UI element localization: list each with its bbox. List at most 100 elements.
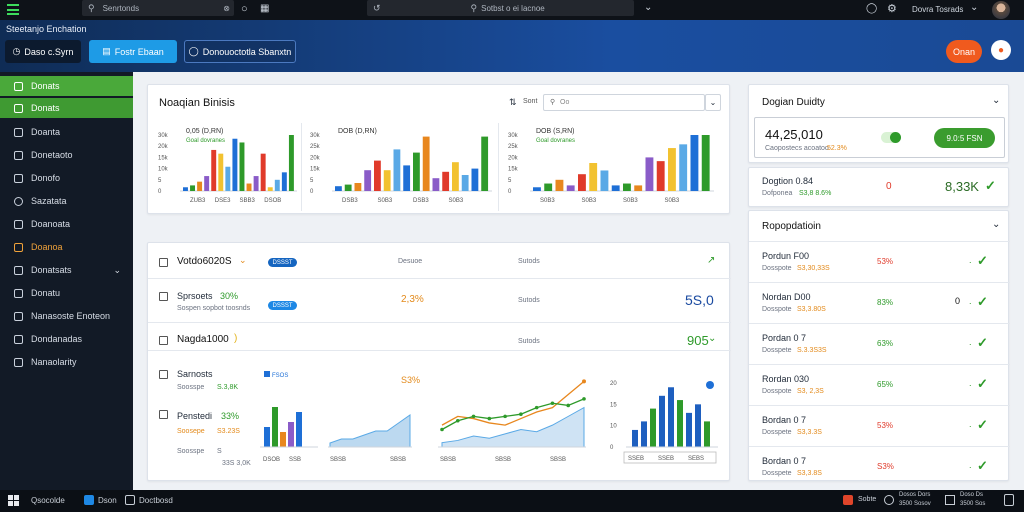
row-checkbox[interactable] (159, 292, 168, 301)
dark-action-button[interactable]: ◷ Daso c.Syrn (5, 40, 81, 63)
sidebar-item-6[interactable]: Sazatata (0, 191, 133, 211)
bell-icon[interactable]: ○ (241, 3, 248, 15)
x-tick-label: ZUB3 (190, 198, 206, 204)
dot-icon: . (969, 419, 972, 429)
sidebar-item-13[interactable]: Nanaolarity (0, 352, 133, 372)
report-row[interactable]: Nordan D00 Dosspote S3,3.80S 83% 0. ✓ (749, 282, 1010, 323)
bar (239, 142, 245, 191)
chevron-down-icon[interactable]: ⌄ (992, 219, 1001, 230)
x-tick-label: SSEB (628, 456, 644, 462)
dot-icon: . (969, 296, 972, 306)
start-label[interactable]: Qsocolde (31, 496, 65, 505)
window-icon[interactable] (125, 495, 135, 505)
chevron-down-icon[interactable]: ⌄ (239, 255, 247, 265)
y-tick-label: 15k (310, 167, 321, 173)
row-checkbox[interactable] (159, 410, 168, 419)
row-checkbox[interactable] (159, 370, 168, 379)
sidebar-item-7[interactable]: Doanoata (0, 214, 133, 234)
bar (344, 184, 352, 191)
sort-label[interactable]: Sont (523, 98, 538, 105)
y-tick-label: 30k (508, 133, 519, 139)
help-icon[interactable]: ◯ (866, 3, 878, 14)
y-tick-label: 10k (158, 167, 169, 173)
orange-action-button[interactable]: Onan (946, 40, 982, 63)
lock-icon[interactable] (1004, 494, 1014, 506)
tray-label[interactable]: Sobte (858, 496, 877, 503)
briefcase-icon (14, 357, 23, 367)
bar (280, 432, 286, 447)
clear-icon[interactable]: ⊗ (223, 3, 230, 13)
sidebar-item-4[interactable]: Donetaoto (0, 145, 133, 165)
report-row[interactable]: Pordun F00 Dosspote S3,30,33S 53%. ✓ (749, 241, 1010, 282)
blue-action-button[interactable]: ▤ Fostr Ebaan (89, 40, 177, 63)
y-tick-label: 0 (310, 189, 314, 195)
row-checkbox[interactable] (159, 258, 168, 267)
report-row-sub: Dosspote (762, 265, 792, 272)
bar (690, 135, 699, 191)
info-icon[interactable] (706, 381, 714, 389)
app-label[interactable]: Doctbosd (139, 496, 173, 505)
bar (232, 138, 238, 191)
sidebar-item-12[interactable]: Dondanadas (0, 329, 133, 349)
center-search[interactable]: ↺ ⚲ Sotbst o ei lacnoe (367, 0, 634, 16)
chevron-down-icon[interactable]: ⌄ (708, 333, 717, 344)
profile-icon[interactable]: ● (991, 40, 1011, 60)
clock-label: Doso Ds (960, 492, 984, 498)
row-checkbox[interactable] (159, 336, 168, 345)
report-row[interactable]: Bordan 0 7 Dosspete S3,3.8S S3%. ✓ (749, 446, 1010, 487)
dropdown-button[interactable]: ⌄ (705, 94, 721, 111)
app-label[interactable]: Dson (98, 496, 117, 505)
x-tick-label: SBSB (390, 457, 406, 463)
filter-input[interactable]: ⚲ Oo (543, 94, 705, 111)
outline-action-button[interactable]: ◯ Donouoctotla Sbanxtn (184, 40, 296, 63)
x-tick-label: DSB3 (342, 198, 358, 204)
bar (281, 172, 287, 191)
search-input[interactable]: Senrtonds (102, 3, 140, 13)
menu-icon[interactable] (7, 4, 19, 15)
sidebar-item-1[interactable]: Donats (0, 76, 133, 96)
chart-legend: DOB (S,RN) (536, 128, 575, 135)
sidebar-item-label: Donetaoto (31, 150, 73, 160)
toggle-switch[interactable] (881, 132, 901, 143)
chevron-down-icon[interactable]: ⌄ (970, 2, 979, 13)
sidebar-item-2[interactable]: Donats (0, 98, 133, 118)
row-sub: Sospen sopbot toosnds (177, 305, 251, 312)
sidebar-item-3[interactable]: Doanta (0, 122, 133, 142)
start-icon[interactable] (8, 495, 19, 506)
volume-icon[interactable] (945, 495, 955, 505)
check-icon: ✓ (977, 335, 988, 350)
sidebar-item-8[interactable]: Doanoa (0, 237, 133, 257)
sidebar-item-9[interactable]: Donatsats ⌄ (0, 260, 133, 280)
sort-icon[interactable]: ⇅ (509, 97, 517, 107)
top-bar: ⚲ Senrtonds ⊗ ○ ▦ ↺ ⚲ Sotbst o ei lacnoe… (0, 0, 1024, 20)
green-action-button[interactable]: 9.0:5 FSN (934, 128, 995, 148)
x-tick-label: SBSB (330, 457, 346, 463)
report-row-name: Rordan 030 (762, 374, 810, 384)
avatar[interactable] (992, 1, 1010, 19)
notification-icon[interactable] (843, 495, 853, 505)
bar (679, 144, 688, 191)
network-icon[interactable] (884, 495, 894, 505)
sidebar-item-5[interactable]: Donofo (0, 168, 133, 188)
center-search-input[interactable]: Sotbst o ei lacnoe (481, 3, 545, 13)
x-tick-label: DSB3 (413, 198, 429, 204)
back-icon[interactable]: ↺ (373, 2, 381, 13)
sidebar-item-11[interactable]: Nanasoste Enoteon (0, 306, 133, 326)
app-icon[interactable] (84, 495, 94, 505)
report-row-sub: Dosspote (762, 388, 792, 395)
settings-icon[interactable]: ⚙ (887, 3, 897, 15)
report-row-pct: 65% (877, 380, 894, 389)
blue-action-label: Fostr Ebaan (114, 46, 164, 57)
range-selector[interactable] (623, 451, 717, 464)
chevron-down-icon[interactable]: ⌄ (992, 95, 1001, 106)
chevron-down-icon[interactable]: ⌄ (644, 2, 653, 13)
mini-sub: S (217, 448, 222, 455)
report-row[interactable]: Rordan 030 Dosspote S3, 2,3S 65%. ✓ (749, 364, 1010, 405)
sidebar-item-10[interactable]: Donatu (0, 283, 133, 303)
report-row[interactable]: Pordan 0 7 Dosspete S.3.3S3S 63%. ✓ (749, 323, 1010, 364)
calendar-icon[interactable]: ▦ (260, 3, 270, 14)
bar (677, 400, 683, 447)
report-row[interactable]: Bordan 0 7 Dosspete S3,3.3S 53%. ✓ (749, 405, 1010, 446)
sidebar-item-label: Nanasoste Enoteon (31, 311, 111, 321)
search-box[interactable]: ⚲ Senrtonds ⊗ (82, 0, 234, 16)
